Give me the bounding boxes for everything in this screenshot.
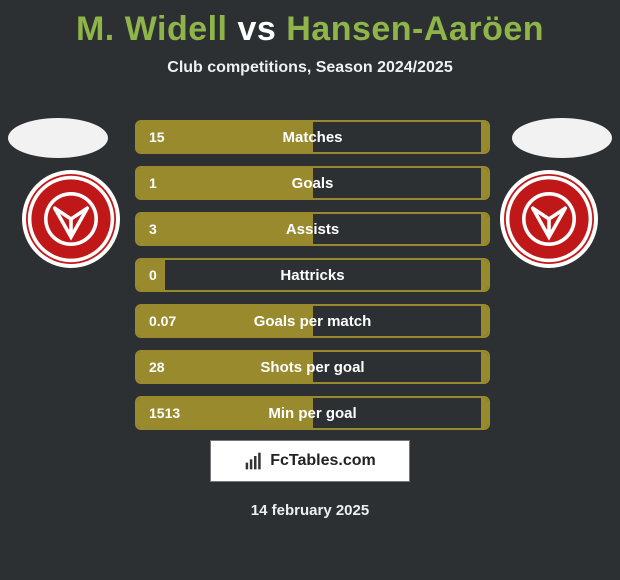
branding-text: FcTables.com [270, 452, 376, 470]
title-right: Hansen-Aaröen [286, 10, 544, 48]
chart-icon [244, 451, 264, 471]
stat-fill-left [137, 306, 313, 336]
club-logo-right [504, 174, 594, 264]
stat-row: Min per goal1513 [135, 396, 490, 430]
stat-fill-right [481, 306, 488, 336]
stat-row: Matches15 [135, 120, 490, 154]
stat-fill-left [137, 398, 313, 428]
club-logo-left [26, 174, 116, 264]
stat-fill-right [481, 260, 488, 290]
stat-fill-left [137, 122, 313, 152]
branding-box[interactable]: FcTables.com [210, 440, 410, 482]
stat-fill-right [481, 398, 488, 428]
stat-fill-left [137, 352, 313, 382]
stat-fill-right [481, 352, 488, 382]
stat-fill-right [481, 122, 488, 152]
stat-fill-right [481, 168, 488, 198]
stats-bars: Matches15 Goals1 Assists3 Hattricks0 Goals p… [135, 120, 490, 442]
subtitle: Club competitions, Season 2024/2025 [0, 59, 620, 77]
club-crest-icon [504, 174, 594, 264]
title-left: M. Widell [76, 10, 228, 48]
stat-fill-right [481, 214, 488, 244]
stat-row: Goals per match0.07 [135, 304, 490, 338]
comparison-title: M. Widell vs Hansen-Aaröen [0, 0, 620, 49]
title-mid: vs [228, 10, 287, 48]
date-text: 14 february 2025 [0, 502, 620, 519]
stat-fill-left [137, 260, 165, 290]
stat-fill-left [137, 214, 313, 244]
stat-fill-left [137, 168, 313, 198]
stat-row: Hattricks0 [135, 258, 490, 292]
stat-label: Hattricks [137, 260, 488, 290]
player-banner-right [512, 118, 612, 158]
stat-row: Assists3 [135, 212, 490, 246]
stat-row: Goals1 [135, 166, 490, 200]
stat-row: Shots per goal28 [135, 350, 490, 384]
player-banner-left [8, 118, 108, 158]
club-crest-icon [26, 174, 116, 264]
